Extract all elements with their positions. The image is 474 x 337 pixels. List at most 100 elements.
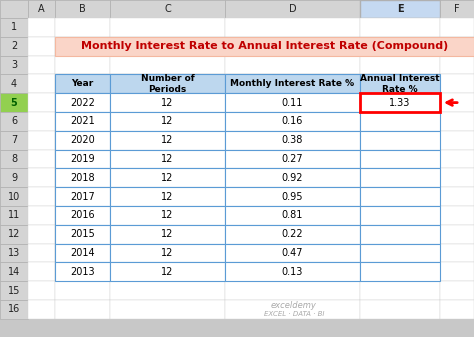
Bar: [110, 93, 225, 112]
Bar: [110, 131, 225, 150]
Bar: [55, 150, 110, 168]
Bar: [360, 300, 440, 319]
Text: 11: 11: [8, 210, 20, 220]
Text: 3: 3: [11, 60, 17, 70]
Bar: [55, 187, 110, 206]
Bar: [110, 244, 225, 263]
Bar: [360, 187, 440, 206]
Bar: [110, 244, 225, 263]
Bar: [0, 93, 28, 112]
Bar: [0, 150, 28, 168]
Bar: [0, 281, 28, 300]
Text: Annual Interest
Rate %: Annual Interest Rate %: [360, 74, 440, 93]
Bar: [110, 150, 225, 168]
Bar: [110, 206, 225, 225]
Bar: [55, 244, 110, 263]
Text: 0.22: 0.22: [282, 229, 303, 239]
Bar: [440, 281, 474, 300]
Text: 0.27: 0.27: [282, 154, 303, 164]
Text: EXCEL · DATA · BI: EXCEL · DATA · BI: [264, 311, 324, 317]
Bar: [55, 225, 110, 244]
Bar: [440, 187, 474, 206]
Text: 12: 12: [161, 116, 173, 126]
Text: 15: 15: [8, 285, 20, 296]
Bar: [360, 168, 440, 187]
Bar: [0, 37, 28, 56]
Bar: [110, 300, 225, 319]
Bar: [28, 0, 55, 18]
Text: 2: 2: [11, 41, 17, 51]
Text: A: A: [38, 4, 45, 14]
Bar: [440, 18, 474, 37]
Bar: [55, 206, 110, 225]
Bar: [440, 206, 474, 225]
Bar: [440, 0, 474, 18]
Bar: [28, 74, 55, 93]
Bar: [360, 281, 440, 300]
Bar: [0, 300, 28, 319]
Bar: [360, 0, 440, 18]
Bar: [440, 37, 474, 56]
Bar: [440, 168, 474, 187]
Bar: [28, 168, 55, 187]
Bar: [225, 56, 360, 74]
Bar: [225, 187, 360, 206]
Bar: [110, 206, 225, 225]
Bar: [28, 244, 55, 263]
Bar: [110, 93, 225, 112]
Bar: [28, 281, 55, 300]
Text: 2019: 2019: [70, 154, 95, 164]
Bar: [360, 93, 440, 112]
Bar: [55, 168, 110, 187]
Text: C: C: [164, 4, 171, 14]
Text: 12: 12: [161, 173, 173, 183]
Bar: [360, 74, 440, 93]
Bar: [55, 225, 110, 244]
Text: 13: 13: [8, 248, 20, 258]
Bar: [0, 131, 28, 150]
Bar: [360, 263, 440, 281]
Bar: [110, 263, 225, 281]
Text: exceldemy: exceldemy: [271, 301, 317, 310]
Text: 14: 14: [8, 267, 20, 277]
Text: 2018: 2018: [70, 173, 95, 183]
Bar: [55, 131, 110, 150]
Bar: [225, 131, 360, 150]
Text: 12: 12: [8, 229, 20, 239]
Bar: [110, 0, 225, 18]
Bar: [360, 37, 440, 56]
Bar: [360, 131, 440, 150]
Text: B: B: [79, 4, 86, 14]
Bar: [360, 244, 440, 263]
Bar: [55, 74, 110, 93]
Text: 0.16: 0.16: [282, 116, 303, 126]
Text: 7: 7: [11, 135, 17, 145]
Text: Number of
Periods: Number of Periods: [141, 74, 194, 93]
Bar: [28, 225, 55, 244]
Text: 12: 12: [161, 135, 173, 145]
Text: 12: 12: [161, 210, 173, 220]
Bar: [55, 74, 110, 93]
Bar: [360, 187, 440, 206]
Bar: [225, 168, 360, 187]
Bar: [440, 112, 474, 131]
Bar: [55, 300, 110, 319]
Bar: [440, 56, 474, 74]
Bar: [0, 225, 28, 244]
Text: 0.81: 0.81: [282, 210, 303, 220]
Text: 0.13: 0.13: [282, 267, 303, 277]
Bar: [110, 56, 225, 74]
Bar: [28, 37, 55, 56]
Text: 12: 12: [161, 154, 173, 164]
Text: 1.33: 1.33: [389, 98, 410, 108]
Bar: [225, 93, 360, 112]
Text: F: F: [454, 4, 460, 14]
Bar: [55, 93, 110, 112]
Bar: [55, 263, 110, 281]
Bar: [360, 225, 440, 244]
Bar: [440, 150, 474, 168]
Text: 2015: 2015: [70, 229, 95, 239]
Bar: [110, 37, 225, 56]
Bar: [28, 93, 55, 112]
Bar: [55, 168, 110, 187]
